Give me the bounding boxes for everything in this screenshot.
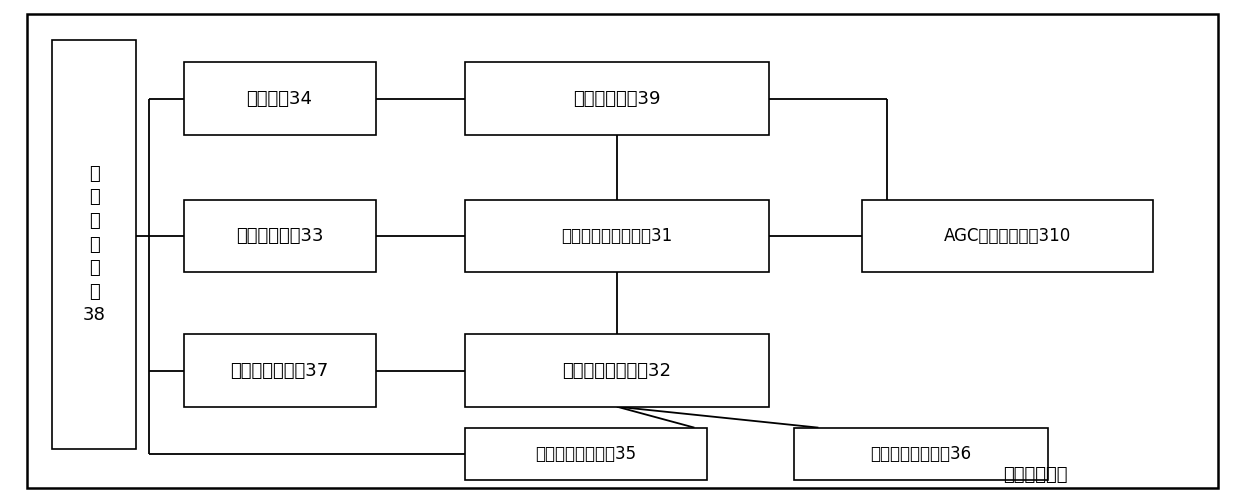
Text: 报警模块34: 报警模块34 xyxy=(247,89,312,108)
Text: 故障录波分析模块36: 故障录波分析模块36 xyxy=(870,445,971,463)
Bar xyxy=(184,334,376,407)
Text: AGC收益结算模块310: AGC收益结算模块310 xyxy=(944,227,1071,245)
Text: 同
步
对
时
模
块
38: 同 步 对 时 模 块 38 xyxy=(83,165,105,324)
Text: 能量管理装置: 能量管理装置 xyxy=(1003,466,1068,484)
Bar xyxy=(465,428,707,480)
Text: 界面显示模块33: 界面显示模块33 xyxy=(236,227,324,245)
Bar xyxy=(184,62,376,135)
Bar xyxy=(52,40,136,449)
Bar xyxy=(184,200,376,272)
Bar xyxy=(862,200,1153,272)
Text: 数据统计分析模块35: 数据统计分析模块35 xyxy=(536,445,636,463)
Text: 数据采集与监控模块31: 数据采集与监控模块31 xyxy=(562,227,672,245)
Text: 诊断与维护模块37: 诊断与维护模块37 xyxy=(231,361,329,380)
Bar xyxy=(794,428,1048,480)
Text: 实时数据管理模块32: 实时数据管理模块32 xyxy=(563,361,671,380)
Text: 调频控制模块39: 调频控制模块39 xyxy=(573,89,661,108)
Bar xyxy=(465,200,769,272)
Bar xyxy=(465,334,769,407)
Bar xyxy=(465,62,769,135)
